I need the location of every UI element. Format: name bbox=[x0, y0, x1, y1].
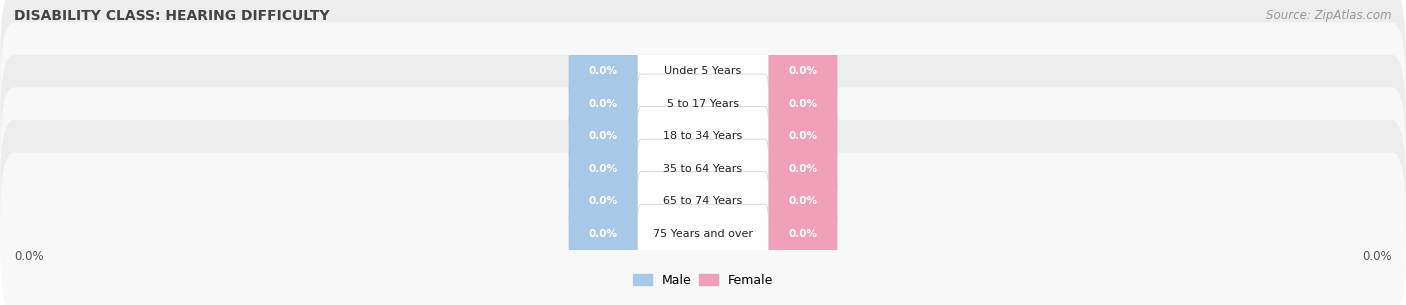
Text: 0.0%: 0.0% bbox=[789, 66, 817, 76]
Text: 0.0%: 0.0% bbox=[589, 196, 617, 206]
FancyBboxPatch shape bbox=[769, 41, 838, 101]
FancyBboxPatch shape bbox=[0, 55, 1406, 217]
Text: 0.0%: 0.0% bbox=[789, 164, 817, 174]
Text: 65 to 74 Years: 65 to 74 Years bbox=[664, 196, 742, 206]
Text: 75 Years and over: 75 Years and over bbox=[652, 229, 754, 239]
FancyBboxPatch shape bbox=[0, 22, 1406, 185]
Text: DISABILITY CLASS: HEARING DIFFICULTY: DISABILITY CLASS: HEARING DIFFICULTY bbox=[14, 9, 329, 23]
FancyBboxPatch shape bbox=[0, 0, 1406, 152]
Legend: Male, Female: Male, Female bbox=[633, 274, 773, 287]
Text: 0.0%: 0.0% bbox=[14, 250, 44, 263]
FancyBboxPatch shape bbox=[568, 139, 637, 198]
Text: 0.0%: 0.0% bbox=[589, 99, 617, 109]
FancyBboxPatch shape bbox=[637, 139, 769, 198]
FancyBboxPatch shape bbox=[637, 204, 769, 264]
FancyBboxPatch shape bbox=[769, 139, 838, 198]
FancyBboxPatch shape bbox=[568, 107, 637, 166]
FancyBboxPatch shape bbox=[769, 74, 838, 133]
Text: 0.0%: 0.0% bbox=[589, 164, 617, 174]
Text: 0.0%: 0.0% bbox=[589, 229, 617, 239]
Text: 0.0%: 0.0% bbox=[1362, 250, 1392, 263]
FancyBboxPatch shape bbox=[568, 172, 637, 231]
Text: 35 to 64 Years: 35 to 64 Years bbox=[664, 164, 742, 174]
FancyBboxPatch shape bbox=[0, 152, 1406, 305]
Text: 5 to 17 Years: 5 to 17 Years bbox=[666, 99, 740, 109]
FancyBboxPatch shape bbox=[568, 41, 637, 101]
FancyBboxPatch shape bbox=[568, 74, 637, 133]
FancyBboxPatch shape bbox=[0, 120, 1406, 283]
FancyBboxPatch shape bbox=[568, 204, 637, 264]
Text: 0.0%: 0.0% bbox=[789, 196, 817, 206]
FancyBboxPatch shape bbox=[637, 172, 769, 231]
Text: Source: ZipAtlas.com: Source: ZipAtlas.com bbox=[1267, 9, 1392, 22]
Text: Under 5 Years: Under 5 Years bbox=[665, 66, 741, 76]
FancyBboxPatch shape bbox=[637, 74, 769, 133]
FancyBboxPatch shape bbox=[637, 107, 769, 166]
FancyBboxPatch shape bbox=[769, 204, 838, 264]
Text: 0.0%: 0.0% bbox=[789, 131, 817, 141]
Text: 0.0%: 0.0% bbox=[789, 99, 817, 109]
FancyBboxPatch shape bbox=[0, 88, 1406, 250]
Text: 0.0%: 0.0% bbox=[589, 66, 617, 76]
FancyBboxPatch shape bbox=[637, 41, 769, 101]
Text: 0.0%: 0.0% bbox=[589, 131, 617, 141]
FancyBboxPatch shape bbox=[769, 172, 838, 231]
Text: 0.0%: 0.0% bbox=[789, 229, 817, 239]
FancyBboxPatch shape bbox=[769, 107, 838, 166]
Text: 18 to 34 Years: 18 to 34 Years bbox=[664, 131, 742, 141]
